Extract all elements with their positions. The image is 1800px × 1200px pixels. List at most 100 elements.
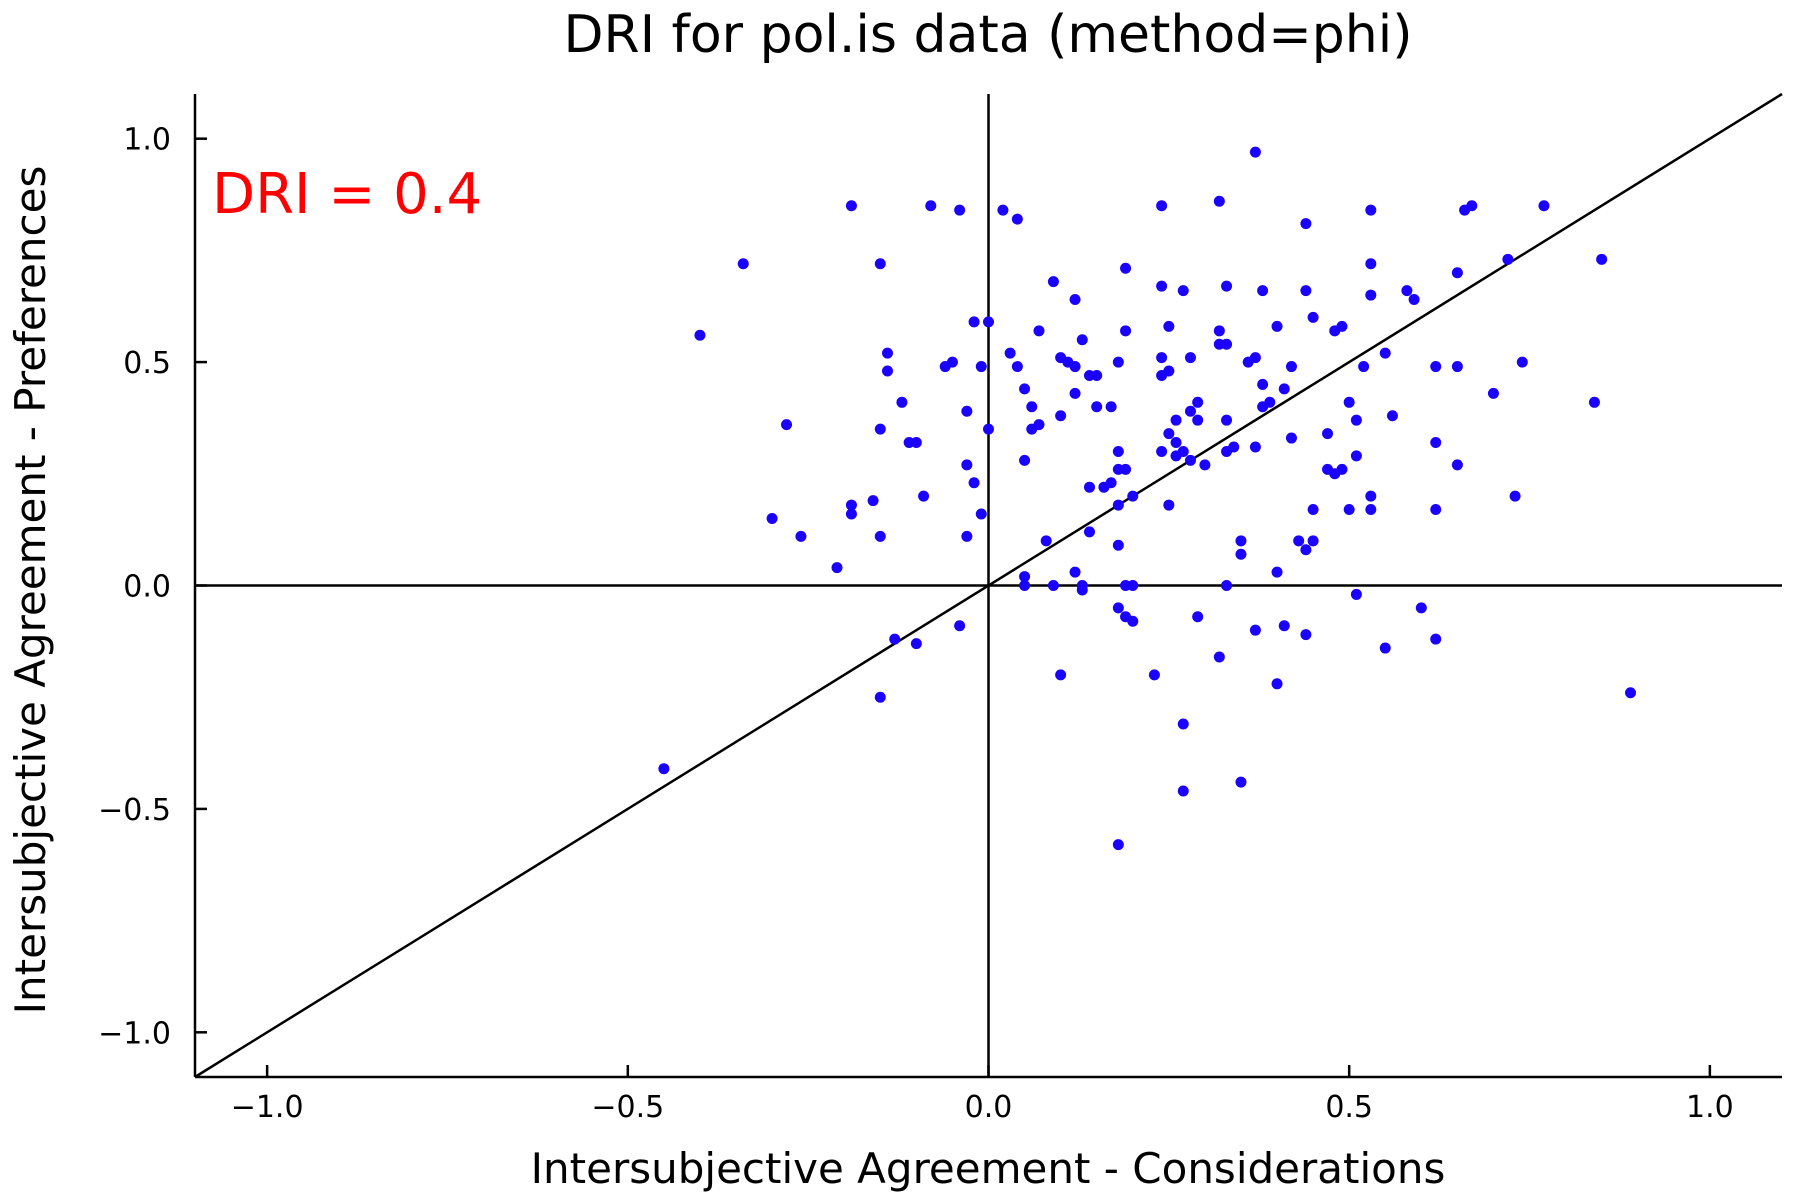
scatter-point (1300, 629, 1312, 641)
y-tick-label: −1.0 (98, 1016, 171, 1051)
scatter-point (1271, 566, 1283, 578)
scatter-point (1120, 262, 1132, 274)
scatter-point (1026, 401, 1038, 413)
scatter-point (1026, 423, 1038, 435)
scatter-point (1221, 580, 1233, 591)
scatter-point (1257, 285, 1269, 297)
scatter-point (1011, 213, 1023, 225)
scatter-point (867, 495, 879, 507)
scatter-point (1408, 294, 1420, 306)
scatter-point (1249, 624, 1261, 636)
scatter-point (1177, 285, 1189, 297)
scatter-point (1055, 669, 1067, 681)
scatter-point (983, 423, 994, 435)
scatter-point (1307, 535, 1319, 547)
scatter-point (1343, 396, 1355, 408)
scatter-point (845, 200, 857, 212)
scatter-point (1249, 441, 1261, 453)
scatter-point (1019, 454, 1031, 466)
scatter-point (1502, 253, 1514, 265)
scatter-point (1451, 361, 1463, 373)
scatter-point (831, 562, 843, 574)
scatter-point (694, 329, 706, 341)
scatter-point (1293, 535, 1305, 547)
scatter-point (1365, 490, 1377, 502)
scatter-point (1365, 289, 1377, 301)
scatter-point (1163, 320, 1175, 332)
scatter-point (1127, 490, 1139, 502)
scatter-point (1285, 432, 1297, 444)
scatter-point (1430, 361, 1442, 373)
scatter-point (1401, 285, 1413, 297)
scatter-point (1069, 294, 1081, 306)
scatter-point (1235, 535, 1247, 547)
scatter-point (1076, 584, 1088, 596)
scatter-point (1278, 620, 1290, 632)
scatter-point (1213, 651, 1225, 663)
scatter-point (1069, 361, 1081, 373)
scatter-point (1047, 276, 1059, 288)
scatter-point (1538, 200, 1550, 212)
scatter-point (1004, 347, 1016, 359)
scatter-point (1069, 566, 1081, 578)
scatter-point (1184, 352, 1196, 364)
scatter-point (1047, 580, 1059, 591)
scatter-point (1105, 477, 1117, 489)
scatter-point (1170, 437, 1182, 449)
scatter-point (1112, 499, 1124, 511)
scatter-point (1019, 383, 1031, 395)
scatter-point (954, 204, 966, 216)
scatter-point (1069, 387, 1081, 399)
x-tick-label: −0.5 (591, 1090, 664, 1125)
scatter-point (1271, 678, 1283, 690)
scatter-point (1358, 361, 1370, 373)
scatter-point (874, 691, 886, 703)
scatter-point (1365, 204, 1377, 216)
scatter-point (1120, 463, 1132, 475)
scatter-point (1033, 325, 1045, 337)
scatter-point (1163, 499, 1175, 511)
scatter-point (1379, 642, 1391, 654)
scatter-point (1170, 450, 1182, 462)
scatter-point (1516, 356, 1528, 368)
scatter-point (1466, 200, 1478, 212)
scatter-point (1177, 785, 1189, 797)
scatter-point (983, 316, 994, 328)
scatter-point (918, 490, 930, 502)
scatter-point (1221, 280, 1233, 292)
scatter-point (1350, 588, 1362, 600)
x-tick-label: −1.0 (231, 1090, 304, 1125)
x-axis-label: Intersubjective Agreement - Consideratio… (531, 1144, 1446, 1193)
scatter-point (1163, 428, 1175, 440)
scatter-point (1300, 285, 1312, 297)
scatter-point (1386, 410, 1398, 422)
scatter-point (1156, 352, 1168, 364)
scatter-point (1343, 504, 1355, 516)
scatter-point (1091, 369, 1103, 381)
scatter-point (1184, 454, 1196, 466)
scatter-point (1076, 334, 1088, 346)
chart-title: DRI for pol.is data (method=phi) (564, 5, 1413, 65)
scatter-point (1264, 396, 1276, 408)
scatter-point (1192, 611, 1204, 623)
scatter-point (1509, 490, 1521, 502)
x-tick-label: 0.5 (1325, 1090, 1373, 1125)
scatter-point (1307, 504, 1319, 516)
scatter-point (1112, 445, 1124, 457)
scatter-point (975, 508, 987, 520)
scatter-point (1170, 414, 1182, 426)
scatter-point (961, 459, 973, 471)
scatter-point (1112, 839, 1124, 851)
scatter-point (737, 258, 749, 270)
scatter-point (925, 200, 937, 212)
scatter-point (1307, 311, 1319, 323)
scatter-point (1588, 396, 1600, 408)
x-tick-label: 0.0 (965, 1090, 1013, 1125)
scatter-point (1300, 218, 1312, 230)
axis-ticks: −1.0 −0.5 0.0 0.5 1.0 −1.0 −0.5 0.0 0.5 1.0 (98, 123, 1734, 1125)
scatter-point (1019, 580, 1031, 591)
scatter-point (961, 530, 973, 542)
scatter-point (1249, 146, 1261, 158)
scatter-point (910, 437, 922, 449)
